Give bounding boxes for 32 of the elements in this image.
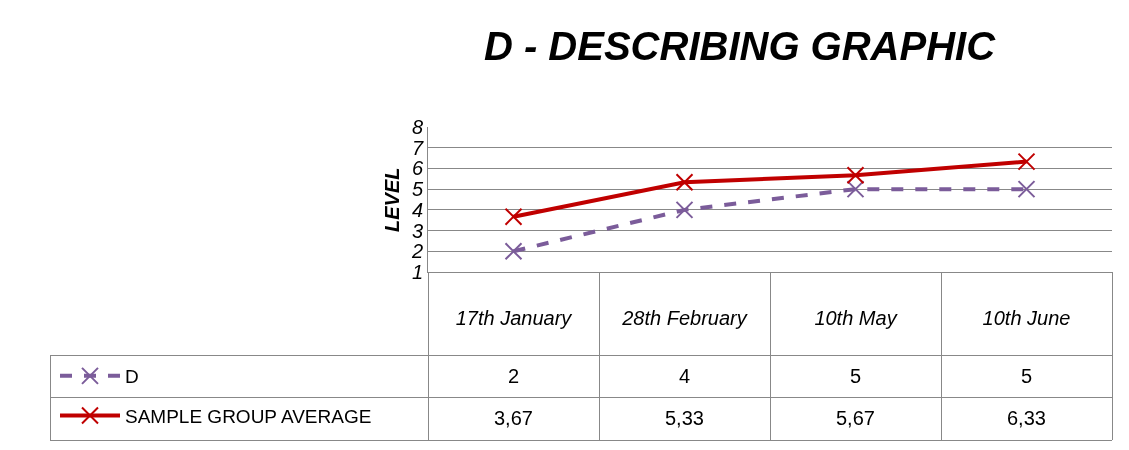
point: [675, 173, 694, 192]
x-tick-label: 17th January: [455, 307, 573, 329]
y-tick-label: 2: [410, 240, 423, 263]
x-tick-label: 10th May: [814, 307, 898, 329]
legend-label: SAMPLE GROUP AVERAGE: [125, 405, 372, 427]
y-tick-label: 5: [411, 178, 424, 201]
data-label: 5: [1021, 365, 1033, 387]
data-label: 3,67: [494, 407, 533, 429]
point: [504, 207, 523, 226]
point: [675, 200, 694, 219]
chart-title: D - DESCRIBING GRAPHIC: [483, 23, 997, 68]
y-tick-label: 3: [411, 219, 423, 242]
y-tick-label: 8: [411, 116, 423, 138]
y-tick-label: 6: [411, 157, 424, 180]
point: [1017, 180, 1036, 199]
point: [1017, 152, 1036, 171]
data-label: 4: [679, 365, 691, 387]
y-tick-label: 7: [411, 136, 424, 159]
data-label: 2: [508, 365, 520, 387]
x-tick-label: 28th February: [621, 307, 748, 329]
point: [504, 242, 523, 261]
data-label: 5,67: [836, 407, 875, 429]
data-label: 6,33: [1007, 407, 1046, 429]
legend-label: D: [125, 366, 139, 388]
y-tick-label: 4: [411, 198, 423, 221]
point: [846, 166, 865, 185]
data-label: 5,33: [665, 407, 704, 429]
y-axis-title: LEVEL: [381, 167, 403, 232]
x-tick-label: 10th June: [982, 307, 1071, 329]
data-label: 5: [850, 365, 862, 387]
y-tick-label: 1: [411, 261, 423, 283]
point: [846, 180, 865, 199]
